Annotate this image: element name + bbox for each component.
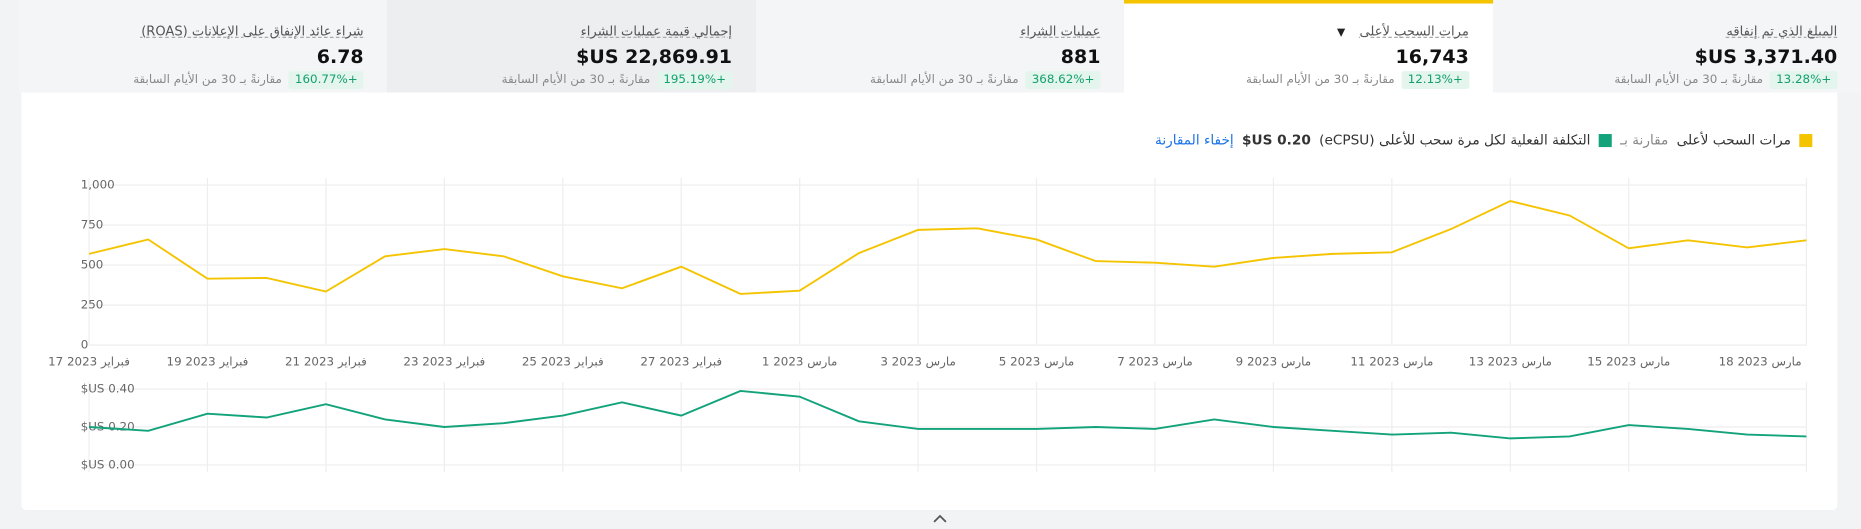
collapse-chevron[interactable] (933, 514, 947, 523)
card-value: $US 3,371.40 (1694, 45, 1838, 68)
card-value: 6.78 (316, 45, 364, 68)
legend-compare-prefix: مقارنة بـ (1620, 131, 1669, 149)
series-line (88, 200, 1807, 295)
y-tick-label: $US 0.00 (81, 457, 135, 471)
change-badge: +368.62% (1025, 71, 1101, 89)
card-change-row: +160.77% مقارنةً بـ 30 من الأيام السابقة (43, 71, 364, 89)
card-change-row: +195.19% مقارنةً بـ 30 من الأيام السابقة (411, 71, 733, 89)
card-change-row: +368.62% مقارنةً بـ 30 من الأيام السابقة (780, 71, 1101, 89)
card-title-row: مرات السحب لأعلى ▼ (1148, 18, 1469, 41)
card-value: 881 (1060, 45, 1101, 68)
x-tick-label: 1 مارس 2023 (762, 354, 837, 369)
metric-card[interactable]: عمليات الشراء 881 +368.62% مقارنةً بـ 30 من… (755, 0, 1125, 93)
x-tick-label: 11 مارس 2023 (1350, 354, 1433, 369)
metric-card[interactable]: المبلغ الذي تم إنفاقه $US 3,371.40 +13.28%… (1492, 0, 1861, 93)
legend-swatch (1598, 133, 1612, 147)
metric-card[interactable]: مرات السحب لأعلى ▼ 16,743 +12.13% مقارنةً بـ… (1124, 0, 1493, 93)
x-tick-label: 23 فبراير 2023 (403, 354, 485, 369)
y-tick-label: 500 (81, 258, 104, 272)
comparison-text: مقارنةً بـ 30 من الأيام السابقة (870, 73, 1019, 87)
legend-compare-value: $US 0.20 (1241, 131, 1311, 149)
x-tick-label: 21 فبراير 2023 (285, 354, 367, 369)
card-title: إجمالي قيمة عمليات الشراء (580, 23, 733, 40)
y-tick-label: 250 (81, 298, 104, 312)
legend-swatch (1799, 133, 1813, 147)
x-tick-label: 25 فبراير 2023 (522, 354, 604, 369)
comparison-text: مقارنةً بـ 30 من الأيام السابقة (133, 73, 282, 87)
dropdown-arrow[interactable]: ▼ (1337, 27, 1346, 40)
card-title: مرات السحب لأعلى (1359, 23, 1469, 40)
comparison-text: مقارنةً بـ 30 من الأيام السابقة (1614, 73, 1764, 87)
chart-panel (21, 92, 1838, 511)
y-tick-label: 0 (81, 338, 89, 352)
x-tick-label: 9 مارس 2023 (1236, 354, 1311, 369)
card-value: 16,743 (1395, 45, 1469, 68)
card-title-row: عمليات الشراء (780, 18, 1101, 41)
card-change-row: +13.28% مقارنةً بـ 30 من الأيام السابقة (1516, 71, 1838, 89)
y-tick-label: 1,000 (81, 178, 115, 192)
y-tick-label: $US 0.40 (81, 382, 135, 396)
legend-label: مرات السحب لأعلى (1676, 131, 1791, 149)
legend-label: التكلفة الفعلية لكل مرة سحب للأعلى (eCPS… (1319, 131, 1591, 149)
legend: مرات السحب لأعلى مقارنة بـ التكلفة الفعل… (1155, 131, 1813, 149)
x-tick-label: 7 مارس 2023 (1117, 354, 1192, 369)
x-tick-label: 15 مارس 2023 (1587, 354, 1670, 369)
card-title: عمليات الشراء (1020, 23, 1101, 40)
card-title-row: شراء عائد الإنفاق على الإعلانات (ROAS) (43, 18, 364, 41)
change-badge: +12.13% (1401, 71, 1469, 89)
card-change-row: +12.13% مقارنةً بـ 30 من الأيام السابقة (1148, 71, 1469, 89)
hide-comparison-link[interactable]: إخفاء المقارنة (1155, 131, 1234, 149)
series-line (88, 389, 1807, 440)
change-badge: +160.77% (288, 71, 364, 89)
x-tick-label: 19 فبراير 2023 (167, 354, 249, 369)
x-tick-label: 17 فبراير 2023 (48, 354, 130, 369)
y-tick-label: 750 (81, 218, 104, 232)
metric-card[interactable]: شراء عائد الإنفاق على الإعلانات (ROAS) 6.… (18, 0, 388, 93)
change-badge: +13.28% (1770, 71, 1838, 89)
card-title: شراء عائد الإنفاق على الإعلانات (ROAS) (141, 23, 364, 40)
x-tick-label: 27 فبراير 2023 (640, 354, 722, 369)
x-tick-label: 3 مارس 2023 (880, 354, 955, 369)
card-title: المبلغ الذي تم إنفاقه (1726, 23, 1838, 40)
change-badge: +195.19% (657, 71, 733, 89)
metric-cards: المبلغ الذي تم إنفاقه $US 3,371.40 +13.28%… (18, 0, 1861, 93)
comparison-text: مقارنةً بـ 30 من الأيام السابقة (501, 73, 651, 87)
x-tick-label: 5 مارس 2023 (999, 354, 1074, 369)
metric-card[interactable]: إجمالي قيمة عمليات الشراء $US 22,869.91 +1… (387, 0, 756, 93)
card-title-row: المبلغ الذي تم إنفاقه (1516, 18, 1837, 41)
x-tick-label: 18 مارس 2023 (1719, 354, 1802, 369)
comparison-text: مقارنةً بـ 30 من الأيام السابقة (1245, 73, 1395, 87)
x-tick-label: 13 مارس 2023 (1469, 354, 1552, 369)
y-tick-label: $US 0.20 (81, 419, 135, 433)
card-title-row: إجمالي قيمة عمليات الشراء (411, 18, 732, 41)
card-value: $US 22,869.91 (576, 45, 733, 68)
